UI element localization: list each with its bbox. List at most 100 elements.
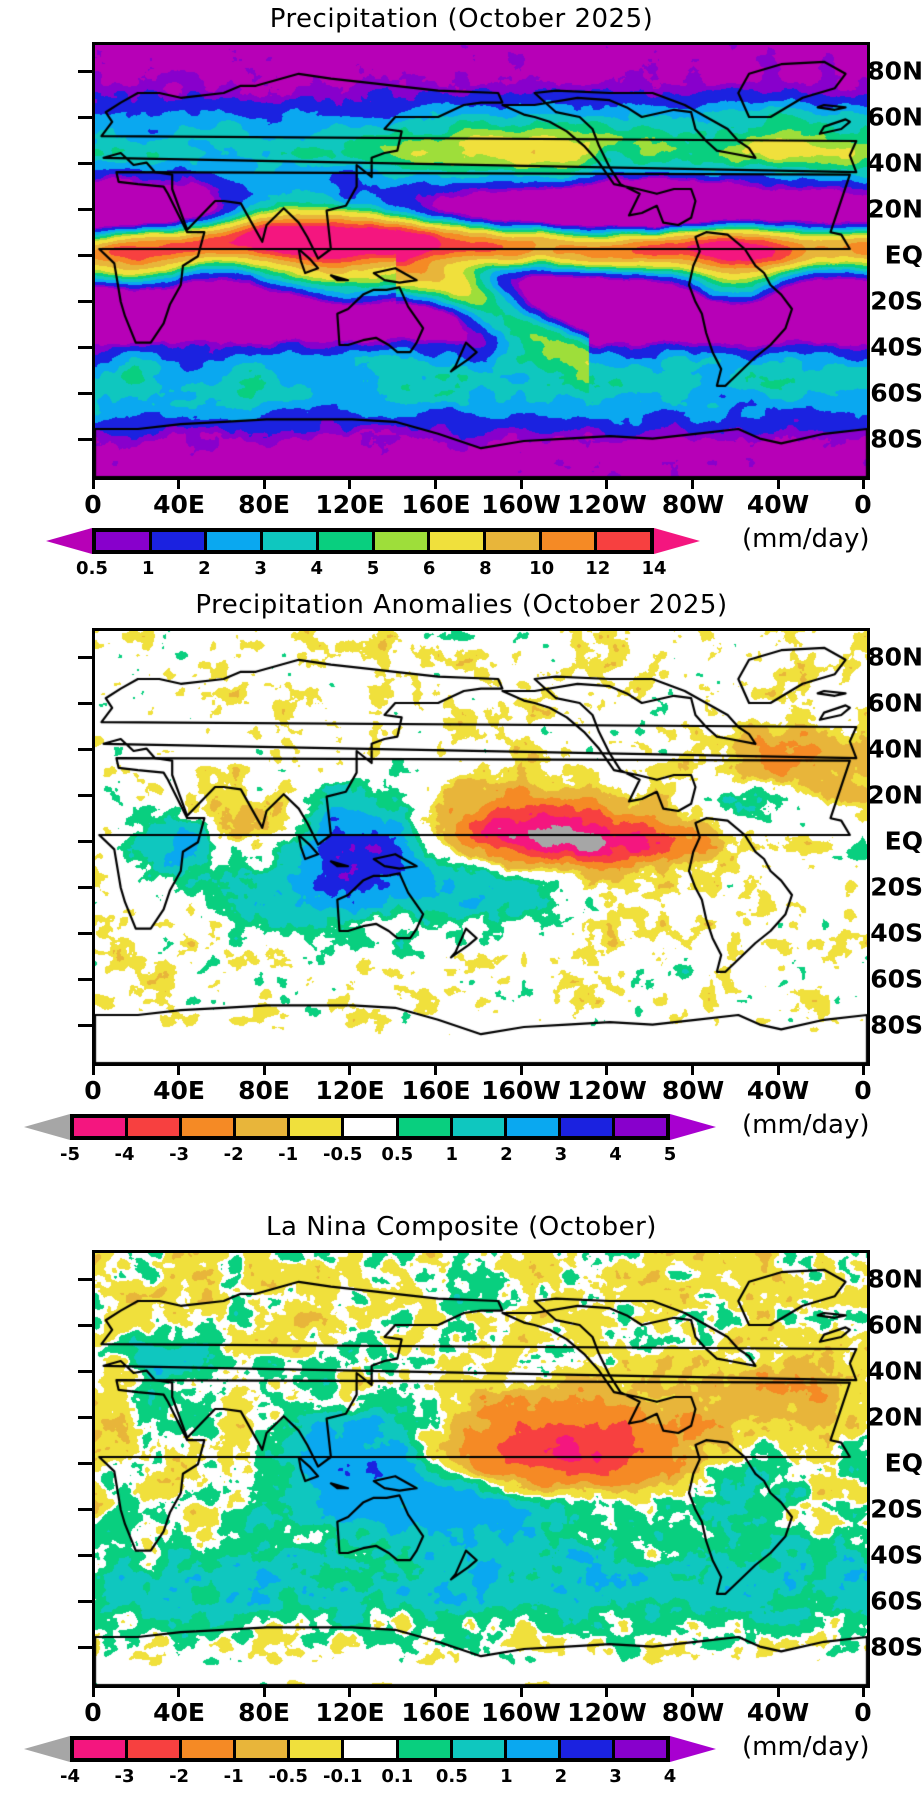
colorbar-segment	[263, 532, 319, 550]
y-tick-label-20n: 20N	[867, 780, 923, 810]
x-tick-mark	[434, 1685, 437, 1697]
colorbar-tick-label: 5	[366, 558, 380, 579]
colorbar-tick-label: 3	[609, 1766, 622, 1787]
colorbar-segment	[506, 1118, 561, 1136]
x-tick-label-160w: 160W	[481, 1076, 561, 1105]
colorbar-tick-label: 0.5	[76, 558, 108, 579]
y-tick-label-20s: 20S	[870, 286, 923, 316]
y-tick-mark	[78, 300, 92, 303]
x-tick-mark	[434, 477, 437, 489]
x-tick-mark	[434, 1063, 437, 1075]
colorbar-tick-label: 5	[663, 1144, 677, 1165]
panel-la-nina-composite: La Nina Composite (October) 80N 60N 40N …	[0, 1172, 923, 1787]
y-tick-label-60n: 60N	[867, 1310, 923, 1340]
x-tick-mark	[777, 1685, 780, 1697]
colorbar-tick-label: 10	[529, 558, 555, 579]
colorbar-tick-label: 6	[422, 558, 436, 579]
colorbar-tick-label: 1	[445, 1144, 459, 1165]
colorbar-left-arrow-icon	[24, 1114, 70, 1140]
colorbar-segment	[398, 1118, 453, 1136]
y-tick-label-eq: EQ	[884, 826, 923, 856]
x-tick-mark	[605, 1685, 608, 1697]
map-precipitation-anomalies[interactable]	[92, 628, 870, 1066]
colorbar-segment	[614, 1740, 667, 1758]
y-tick-label-20s: 20S	[870, 872, 923, 902]
colorbar-segment	[452, 1740, 507, 1758]
x-tick-label-120w: 120W	[567, 490, 647, 519]
colorbar-tick-label: -3	[169, 1144, 190, 1165]
x-tick-label-0e: 0	[84, 1076, 102, 1105]
x-tick-label-80w: 80W	[661, 1698, 725, 1727]
colorbar-body	[92, 528, 654, 554]
y-tick-label-80n: 80N	[867, 1264, 923, 1294]
y-tick-label-60s: 60S	[870, 964, 923, 994]
y-tick-mark	[78, 794, 92, 797]
colorbar-segment	[182, 1740, 237, 1758]
x-tick-label-160e: 160E	[401, 1076, 471, 1105]
colorbar-tick-label: 2	[554, 1766, 568, 1787]
x-tick-mark	[520, 477, 523, 489]
x-tick-mark	[348, 1685, 351, 1697]
x-tick-mark	[862, 477, 865, 489]
panel-2-title: Precipitation Anomalies (October 2025)	[195, 590, 728, 620]
panel-precipitation-anomalies: Precipitation Anomalies (October 2025) 8…	[0, 586, 923, 1176]
x-tick-label-120w: 120W	[567, 1698, 647, 1727]
colorbar-segment	[74, 1740, 129, 1758]
y-tick-label-20s: 20S	[870, 1494, 923, 1524]
x-tick-label-80e: 80E	[238, 1076, 290, 1105]
y-tick-label-40n: 40N	[867, 1356, 923, 1386]
panel-1-title: Precipitation (October 2025)	[269, 4, 654, 34]
colorbar-segment	[614, 1118, 667, 1136]
x-tick-label-160e: 160E	[401, 490, 471, 519]
colorbar-tick-label: -0.5	[323, 1144, 363, 1165]
y-tick-mark	[78, 840, 92, 843]
colorbar-segment	[597, 532, 651, 550]
colorbar-left-arrow-icon	[24, 1736, 70, 1762]
map-la-nina-composite[interactable]	[92, 1250, 870, 1688]
colorbar-tick-label: -4	[60, 1766, 80, 1787]
colorbar-segment	[560, 1740, 615, 1758]
x-tick-mark	[177, 1685, 180, 1697]
y-tick-label-60s: 60S	[870, 1586, 923, 1616]
x-tick-mark	[92, 1685, 95, 1697]
colorbar-unit-label: (mm/day)	[742, 524, 870, 554]
colorbar-segment	[207, 532, 264, 550]
colorbar-segment	[452, 1118, 507, 1136]
y-tick-mark	[78, 392, 92, 395]
x-tick-label-80w: 80W	[661, 1076, 725, 1105]
x-tick-mark	[263, 477, 266, 489]
colorbar-segment	[344, 1118, 399, 1136]
y-tick-mark	[78, 978, 92, 981]
y-tick-mark	[78, 1600, 92, 1603]
colorbar-segment	[344, 1740, 399, 1758]
colorbar-segment	[318, 532, 375, 550]
y-tick-mark	[78, 162, 92, 165]
y-tick-label-60s: 60S	[870, 378, 923, 408]
colorbar-segment	[290, 1118, 345, 1136]
colorbar-segment	[151, 532, 208, 550]
x-tick-label-0e: 0	[84, 1698, 102, 1727]
colorbar-tick-label: -0.1	[323, 1766, 363, 1787]
map-precipitation[interactable]	[92, 42, 870, 480]
map-canvas	[95, 1253, 867, 1685]
colorbar-tick-label: 0.5	[381, 1144, 414, 1165]
y-tick-mark	[78, 254, 92, 257]
x-tick-label-160w: 160W	[481, 490, 561, 519]
colorbar-right-arrow-icon	[654, 528, 700, 554]
y-tick-label-20n: 20N	[867, 1402, 923, 1432]
x-tick-label-0w: 0	[854, 1698, 872, 1727]
x-tick-mark	[177, 477, 180, 489]
colorbar-tick-label: -4	[114, 1144, 135, 1165]
x-tick-label-120e: 120E	[315, 1698, 385, 1727]
colorbar-segment	[430, 532, 486, 550]
x-tick-label-80e: 80E	[238, 1698, 290, 1727]
y-tick-mark	[78, 70, 92, 73]
x-tick-mark	[691, 1685, 694, 1697]
x-tick-mark	[177, 1063, 180, 1075]
colorbar-left-arrow-icon	[46, 528, 92, 554]
x-tick-label-80e: 80E	[238, 490, 290, 519]
colorbar-segment	[290, 1740, 345, 1758]
y-tick-label-40s: 40S	[870, 918, 923, 948]
colorbar-tick-label: 12	[585, 558, 611, 579]
